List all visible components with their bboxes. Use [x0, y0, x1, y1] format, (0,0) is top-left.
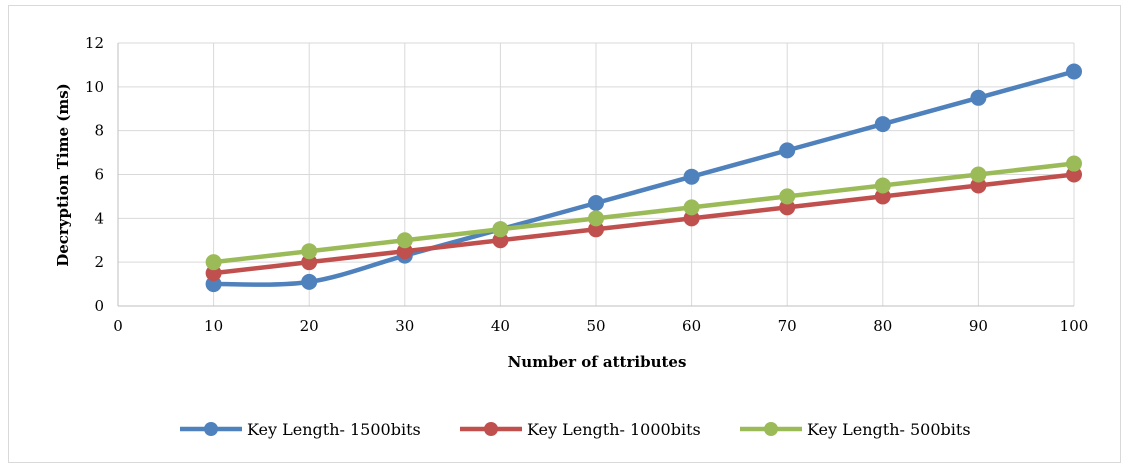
- x-tick-label: 90: [969, 317, 988, 335]
- x-tick-label: 40: [491, 317, 510, 335]
- x-tick-label: 100: [1060, 317, 1089, 335]
- x-axis-title: Number of attributes: [508, 353, 687, 371]
- x-tick-label: 80: [873, 317, 892, 335]
- legend-label: Key Length- 500bits: [807, 420, 971, 439]
- y-tick-label: 4: [94, 209, 104, 227]
- y-tick-label: 0: [94, 297, 104, 315]
- data-point: [396, 232, 413, 249]
- data-point: [779, 142, 796, 159]
- legend-item-1: Key Length- 1500bits: [180, 420, 421, 439]
- y-tick-label: 2: [94, 253, 104, 271]
- legend-marker: [484, 422, 498, 436]
- legend-item-2: Key Length- 1000bits: [460, 420, 701, 439]
- legend: Key Length- 1500bits Key Length- 1000bits…: [180, 420, 971, 439]
- data-point: [301, 273, 318, 290]
- y-tick-label: 8: [94, 122, 104, 140]
- data-point: [970, 89, 987, 106]
- x-tick-label: 50: [586, 317, 605, 335]
- data-point: [779, 188, 796, 205]
- data-point: [301, 243, 318, 260]
- x-tick-label: 70: [778, 317, 797, 335]
- data-point: [970, 166, 987, 183]
- data-point: [874, 188, 891, 205]
- y-tick-label: 6: [94, 166, 104, 184]
- data-point: [1066, 63, 1082, 80]
- x-tick-label: 20: [300, 317, 319, 335]
- y-tick-label: 12: [85, 34, 104, 52]
- data-point: [492, 232, 509, 249]
- data-point: [874, 177, 891, 194]
- data-point: [588, 210, 604, 227]
- data-point: [492, 221, 509, 238]
- data-point: [205, 265, 222, 282]
- x-tick-label: 60: [682, 317, 701, 335]
- legend-marker: [204, 422, 218, 436]
- series-line: [211, 172, 1077, 276]
- series-2: [205, 166, 1082, 282]
- axis-layer: [117, 43, 1074, 307]
- legend-label: Key Length- 1000bits: [527, 420, 701, 439]
- data-point: [205, 254, 222, 271]
- data-point: [874, 116, 891, 133]
- series-line: [211, 69, 1077, 287]
- legend-label: Key Length- 1500bits: [247, 420, 421, 439]
- tick-labels: 0 2 4 6 8 10 12 0 10 20 30 40 50 60 70 80 90 100: [85, 34, 1088, 335]
- data-point: [205, 276, 222, 293]
- y-axis-title: Decryption Time (ms): [54, 83, 72, 267]
- legend-marker: [764, 422, 778, 436]
- legend-item-3: Key Length- 500bits: [740, 420, 971, 439]
- data-point: [970, 177, 987, 194]
- data-point: [683, 199, 700, 216]
- data-point: [1066, 155, 1082, 172]
- data-point: [588, 194, 604, 211]
- x-tick-label: 30: [395, 317, 414, 335]
- y-tick-label: 10: [85, 78, 104, 96]
- data-point: [683, 168, 700, 185]
- series-3: [205, 155, 1082, 271]
- x-tick-label: 10: [204, 317, 223, 335]
- x-tick-label: 0: [113, 317, 123, 335]
- data-point: [396, 243, 413, 260]
- series-layer: [205, 63, 1082, 293]
- data-point: [683, 210, 700, 227]
- data-point: [1066, 166, 1082, 183]
- data-point: [588, 221, 604, 238]
- data-point: [779, 199, 796, 216]
- data-point: [301, 254, 318, 271]
- series-line: [211, 161, 1077, 265]
